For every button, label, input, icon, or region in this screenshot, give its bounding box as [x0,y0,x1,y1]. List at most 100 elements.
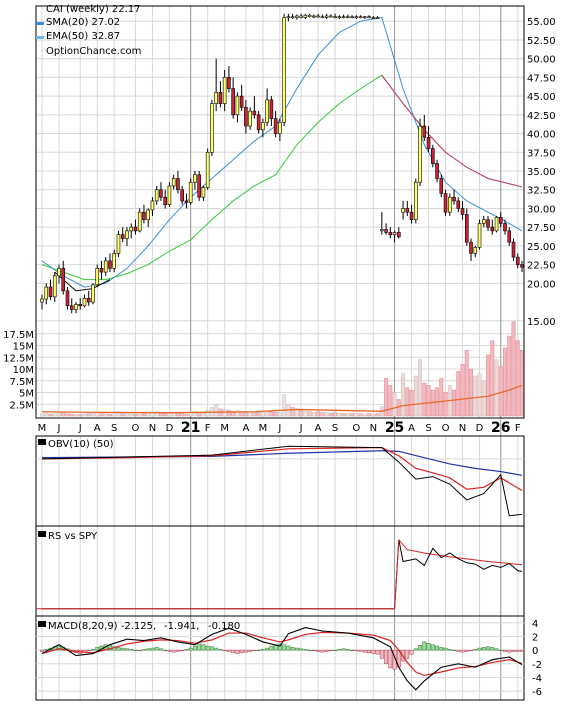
x-tick-label: N [149,423,156,434]
candle-body [405,208,410,213]
volume-bar [65,413,70,417]
macd-hist-bar [277,643,282,651]
candle-body [142,211,146,220]
volume-bar [371,413,376,417]
volume-bar [303,411,308,417]
volume-bar [498,366,503,417]
obv-line [41,445,523,517]
volume-bar [74,413,78,417]
volume-bar [473,375,478,417]
volume-bar [418,359,423,417]
candle-body [125,230,129,239]
x-tick-label: A [94,423,101,434]
volume-bar [116,411,121,417]
macd-hist-bar [507,649,512,653]
volume-bar [108,413,112,417]
candle-body [146,209,150,220]
volume-bar [388,385,393,417]
candle-body [346,16,350,19]
macd-hist-bar [91,649,95,651]
volume-bar [290,407,295,417]
candle-body [159,189,163,198]
candle-body [358,16,363,19]
macd-signal-value: -1.941, [164,621,199,632]
macd-hist-bar [320,649,325,653]
candle-body [184,200,189,203]
candle-body [227,77,231,89]
x-tick-label: O [442,423,450,434]
candle-body [205,151,210,188]
candle-body [333,16,337,19]
macd-hist-bar [515,649,520,652]
macd-hist-bar [180,649,185,652]
candle-body [239,95,244,108]
candle-body [252,110,257,116]
candle-body [384,229,388,233]
candle-body [40,298,44,303]
volume-bar [69,413,74,417]
volume-bar [477,373,482,417]
candle-body [116,234,121,254]
candle-body [388,232,393,235]
candle-body [129,226,133,232]
candle-body [235,95,240,116]
candle-body [460,208,465,215]
volume-bar [163,413,168,417]
candle-body [44,286,49,300]
volume-bar [494,359,499,417]
obv-legend-swatch [38,439,46,445]
volume-bar [256,411,261,417]
candle-body [167,185,172,205]
candle-body [69,305,74,310]
candle-body [82,298,87,307]
volume-bar [320,412,325,417]
volume-bar [137,412,142,417]
macd-hist-bar [150,647,155,651]
macd-hist-bar [214,647,219,651]
legend-ema-swatch [36,36,44,39]
volume-bar [422,382,427,417]
candle-body [380,229,384,232]
macd-hist-bar [345,649,350,651]
candle-body [193,174,197,183]
macd-hist-bar [222,649,227,652]
volume-bar [78,414,83,417]
volume-tick-label: 12.5M [3,353,34,364]
macd-hist-bar [243,649,248,653]
macd-hist-bar [311,649,316,652]
candle-body [486,219,490,228]
volume-bar [375,413,380,417]
volume-ma-line [41,384,523,414]
macd-hist-bar [286,645,291,651]
candle-body [481,219,486,224]
volume-bar [350,413,355,417]
macd-hist-bar [125,648,129,651]
volume-bar [337,412,342,417]
volume-bar [44,412,49,417]
volume-bar [48,413,53,417]
candle-body [150,200,155,211]
volume-bar [269,411,274,417]
candle-body [469,241,473,254]
candle-body [299,15,303,18]
macd-hist-bar [146,648,151,651]
volume-bar [222,409,227,417]
candle-body [163,196,167,205]
candle-body [91,284,95,303]
macd-hist-bar [282,644,287,651]
candle-body [180,189,184,202]
volume-bar [248,411,253,417]
volume-tick-label: 17.5M [3,330,34,341]
price-tick-label: 55.00 [527,17,556,28]
volume-bar [503,347,507,417]
volume-bar [40,413,44,417]
rs-jump [394,539,400,609]
macd-hist-value: -0.180 [208,621,240,632]
volume-bar [188,412,193,417]
x-tick-label: O [132,423,140,434]
macd-hist-bar [235,649,240,654]
volume-bar [146,412,151,417]
candle-body [171,178,176,187]
candle-body [222,77,227,104]
macd-hist-bar [209,646,214,651]
